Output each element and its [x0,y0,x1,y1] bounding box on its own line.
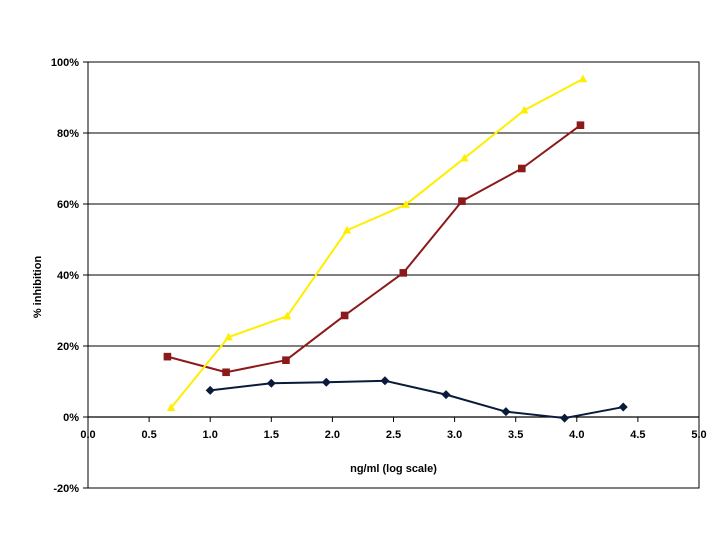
x-tick-label: 4.0 [569,429,584,441]
data-point [222,368,230,377]
data-point [578,74,588,83]
series-triangle [166,74,588,411]
data-point [266,378,276,388]
axes [83,61,700,489]
data-point [205,385,215,395]
data-point [166,403,176,411]
series-line [170,78,584,409]
series-square [163,121,585,377]
x-tick-label: 5.0 [691,429,706,441]
data-point [401,200,410,208]
data-point [163,352,172,361]
y-axis-title: % inhibition [32,256,44,319]
y-tick-label: 60% [57,199,79,211]
y-tick-label: 0% [63,412,79,424]
gridlines [88,132,699,347]
series-lines [163,74,628,423]
y-tick-label: -20% [53,483,79,495]
x-tick-labels: 0.0 0.5 1.0 1.5 2.0 2.5 3.0 3.5 4.0 4.5 5.0 [80,429,706,441]
data-point [501,407,511,417]
data-point [399,269,408,277]
data-point [342,225,352,234]
x-tick-label: 2.5 [386,429,401,441]
x-axis-title: ng/ml (log scale) [350,463,437,475]
x-tick-label: 2.0 [325,429,340,441]
x-tick-label: 4.5 [630,429,645,441]
y-tick-label: 100% [51,57,79,69]
series-line [167,124,582,374]
data-point [458,197,466,205]
data-point [224,332,233,341]
x-tick-label: 1.0 [203,429,218,441]
x-tick-label: 0.5 [141,429,156,441]
data-point [518,164,526,173]
x-tick-label: 3.0 [447,429,462,441]
series-line [210,379,624,420]
data-point [441,390,451,400]
y-tick-label: 80% [57,128,79,140]
data-point [560,413,570,423]
x-tick-label: 3.5 [508,429,523,441]
y-tick-label: 20% [57,341,79,353]
data-point [618,402,628,412]
data-point [380,376,390,386]
data-point [321,377,331,387]
data-point [340,311,349,320]
data-point [520,105,529,114]
data-point [282,356,290,364]
data-point [576,121,585,129]
y-tick-labels: -20% 0% 20% 40% 60% 80% 100% [51,57,79,495]
series-diamond [205,376,628,423]
x-tick-label: 0.0 [80,429,95,441]
y-tick-label: 40% [57,270,79,282]
data-point [460,153,469,162]
data-point [282,311,292,320]
x-tick-label: 1.5 [264,429,279,441]
